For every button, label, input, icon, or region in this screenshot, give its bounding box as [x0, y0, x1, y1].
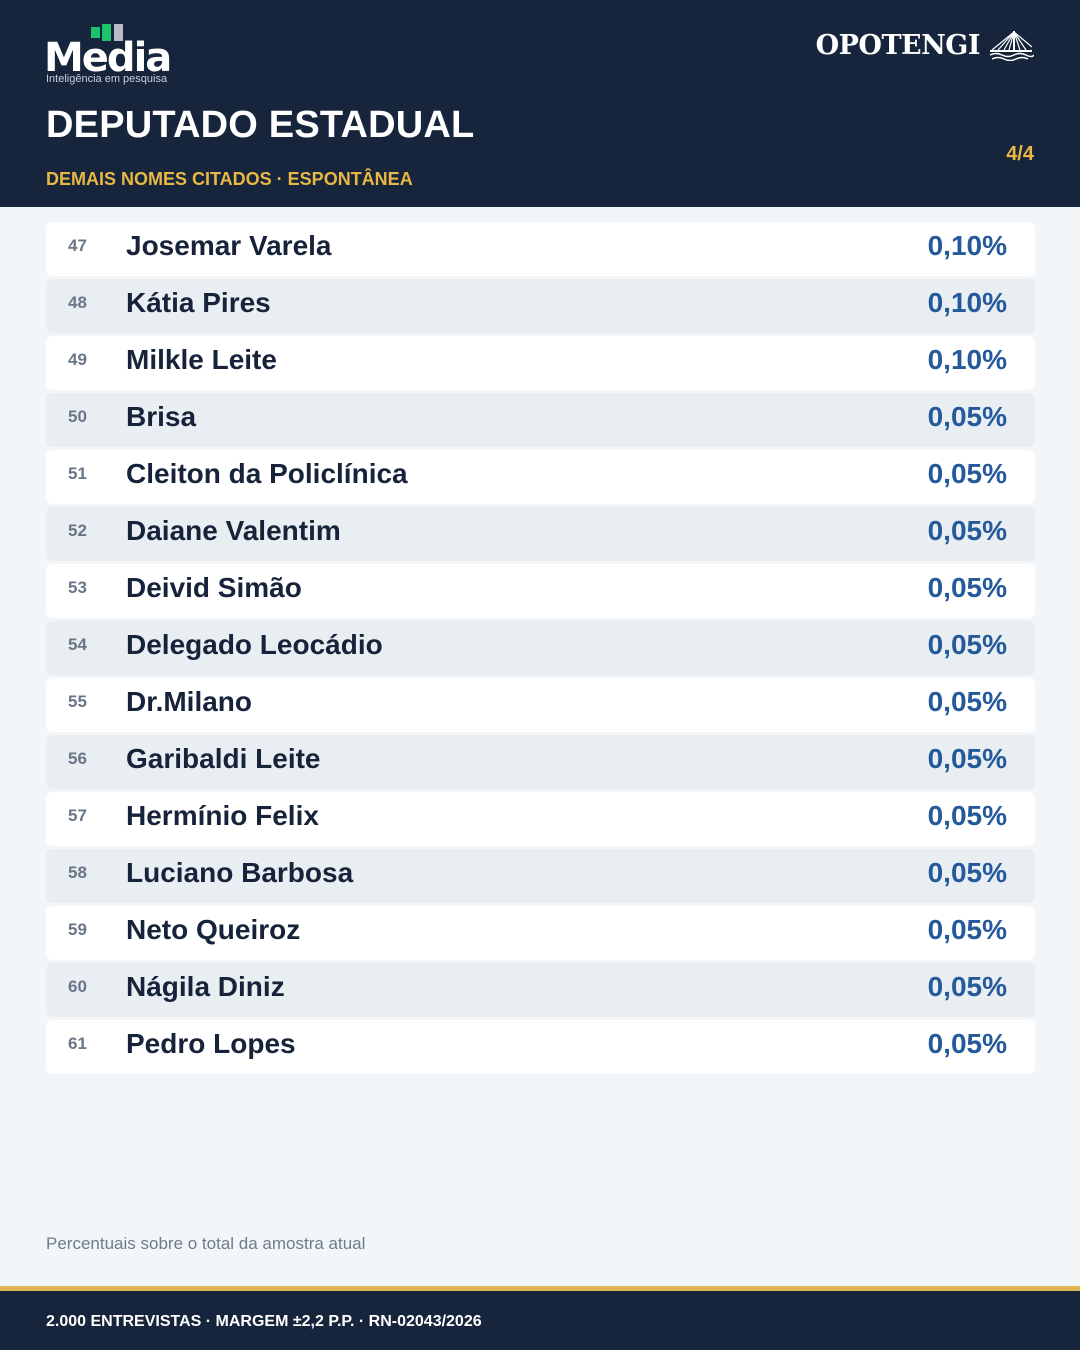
rank-number: 52 [68, 521, 87, 540]
list-item: 49 Milkle Leite 0,10% [46, 336, 1035, 390]
percentage-value: 0,05% [927, 971, 1007, 1002]
percentage-value: 0,10% [927, 230, 1007, 261]
rank-number: 55 [68, 692, 87, 711]
footnote: Percentuais sobre o total da amostra atu… [46, 1234, 366, 1253]
page-indicator: 4/4 [1006, 143, 1034, 165]
candidate-name: Milkle Leite [126, 344, 277, 375]
percentage-value: 0,05% [927, 572, 1007, 603]
list-item: 48 Kátia Pires 0,10% [46, 279, 1035, 333]
candidate-name: Josemar Varela [126, 230, 332, 261]
percentage-value: 0,05% [927, 743, 1007, 774]
list-item: 55 Dr.Milano 0,05% [46, 678, 1035, 732]
page-subtitle: DEMAIS NOMES CITADOS · ESPONTÂNEA [46, 169, 413, 189]
rank-number: 51 [68, 464, 87, 483]
header: Media Inteligência em pesquisa OPOTENGI … [0, 0, 1080, 207]
list-item: 53 Deivid Simão 0,05% [46, 564, 1035, 618]
list-item: 56 Garibaldi Leite 0,05% [46, 735, 1035, 789]
rank-number: 54 [68, 635, 87, 654]
page-title: DEPUTADO ESTADUAL [46, 104, 475, 146]
rank-number: 60 [68, 977, 87, 996]
rank-number: 53 [68, 578, 87, 597]
candidate-name: Dr.Milano [126, 686, 253, 717]
rank-number: 48 [68, 293, 87, 312]
candidate-name: Kátia Pires [126, 287, 271, 318]
rank-number: 61 [68, 1034, 87, 1053]
candidate-name: Hermínio Felix [126, 800, 319, 831]
opotengi-logo-word: OPOTENGI [815, 29, 981, 61]
candidate-name: Brisa [126, 401, 197, 432]
list-item: 54 Delegado Leocádio 0,05% [46, 621, 1035, 675]
rank-number: 57 [68, 806, 87, 825]
logo-bar-gray [114, 24, 123, 41]
percentage-value: 0,05% [927, 1028, 1007, 1059]
rank-number: 47 [68, 236, 87, 255]
candidate-name: Deivid Simão [126, 572, 302, 603]
percentage-value: 0,05% [927, 800, 1007, 831]
candidate-name: Luciano Barbosa [126, 857, 354, 888]
media-logo: Media Inteligência em pesquisa [44, 22, 174, 88]
media-logo-word: Media [44, 35, 172, 81]
list-item: 59 Neto Queiroz 0,05% [46, 906, 1035, 960]
logo-bar-green-small [91, 27, 100, 38]
percentage-value: 0,10% [927, 287, 1007, 318]
percentage-value: 0,05% [927, 515, 1007, 546]
percentage-value: 0,05% [927, 857, 1007, 888]
list-item: 52 Daiane Valentim 0,05% [46, 507, 1035, 561]
rank-number: 50 [68, 407, 87, 426]
rank-number: 58 [68, 863, 87, 882]
footer: 2.000 ENTREVISTAS · MARGEM ±2,2 P.P. · R… [0, 1286, 1080, 1350]
candidate-name: Daiane Valentim [126, 515, 341, 546]
percentage-value: 0,05% [927, 914, 1007, 945]
list-item: 58 Luciano Barbosa 0,05% [46, 849, 1035, 903]
rank-number: 56 [68, 749, 87, 768]
footer-methodology: 2.000 ENTREVISTAS · MARGEM ±2,2 P.P. · R… [46, 1313, 482, 1330]
percentage-value: 0,10% [927, 344, 1007, 375]
candidate-name: Neto Queiroz [126, 914, 301, 945]
rank-number: 49 [68, 350, 87, 369]
percentage-value: 0,05% [927, 629, 1007, 660]
opotengi-logo: OPOTENGI [816, 28, 1034, 62]
logo-bar-green [102, 24, 111, 41]
list-item: 47 Josemar Varela 0,10% [46, 222, 1035, 276]
list-item: 57 Hermínio Felix 0,05% [46, 792, 1035, 846]
candidate-name: Pedro Lopes [126, 1028, 296, 1059]
list-item: 61 Pedro Lopes 0,05% [46, 1020, 1035, 1074]
percentage-value: 0,05% [927, 686, 1007, 717]
candidate-name: Nágila Diniz [126, 971, 285, 1002]
candidate-name: Delegado Leocádio [126, 629, 383, 660]
rank-number: 59 [68, 920, 87, 939]
list-item: 51 Cleiton da Policlínica 0,05% [46, 450, 1035, 504]
list-item: 50 Brisa 0,05% [46, 393, 1035, 447]
bridge-icon [989, 31, 1034, 61]
media-logo-tagline: Inteligência em pesquisa [46, 73, 168, 85]
ranking-list: 47 Josemar Varela 0,10% 48 Kátia Pires 0… [46, 222, 1035, 1077]
candidate-name: Cleiton da Policlínica [126, 458, 408, 489]
percentage-value: 0,05% [927, 401, 1007, 432]
candidate-name: Garibaldi Leite [126, 743, 321, 774]
list-item: 60 Nágila Diniz 0,05% [46, 963, 1035, 1017]
percentage-value: 0,05% [927, 458, 1007, 489]
